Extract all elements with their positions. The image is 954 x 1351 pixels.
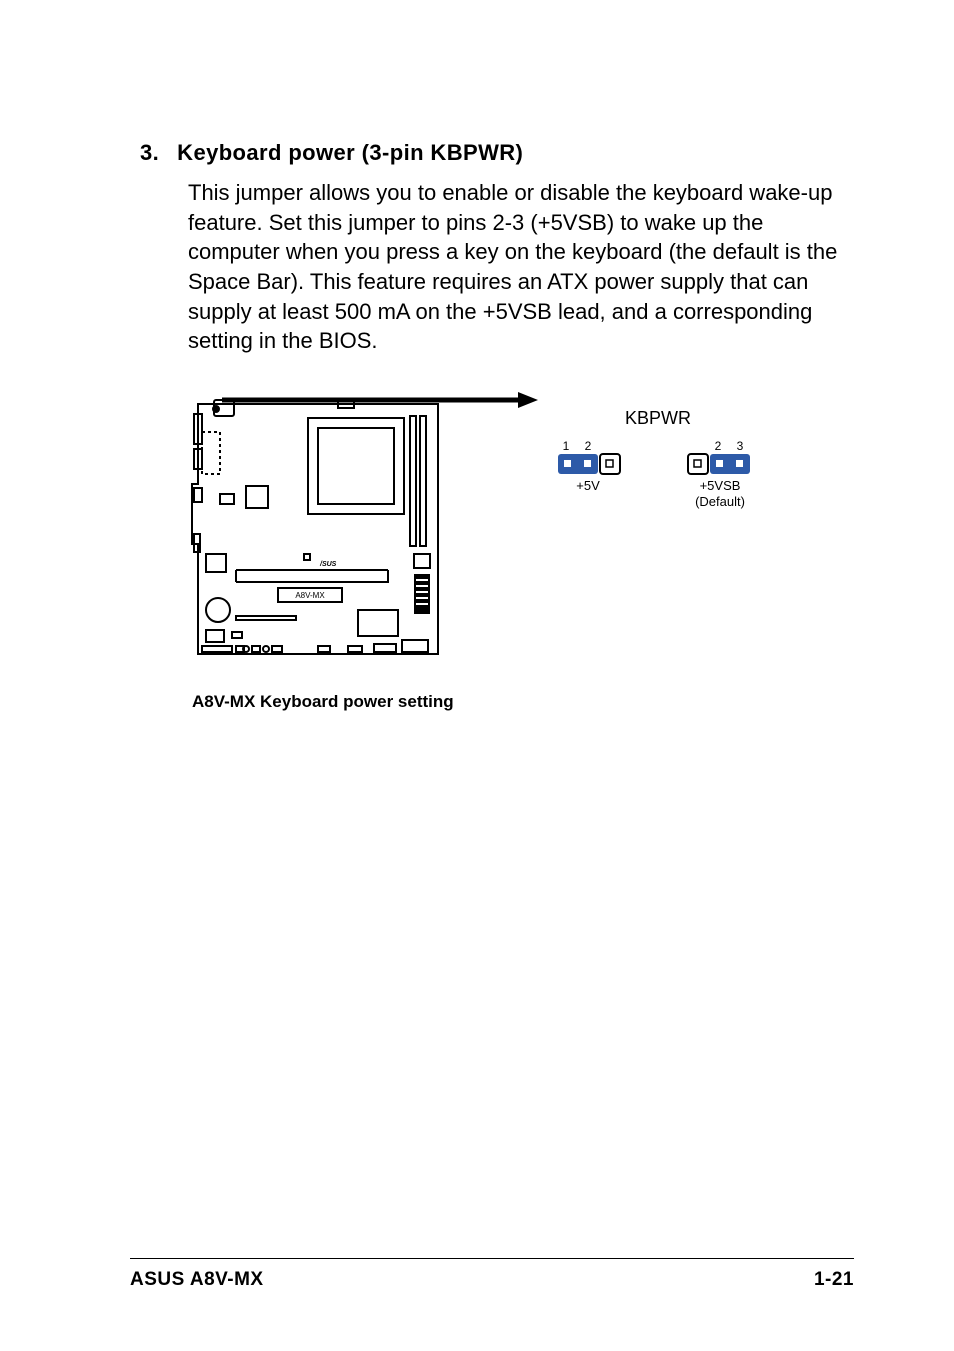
figure: A8V-MX xyxy=(188,386,854,712)
pin-number-3: 3 xyxy=(737,439,744,453)
section-number: 3. xyxy=(140,140,159,166)
option-default-label: (Default) xyxy=(695,494,745,509)
section-body: This jumper allows you to enable or disa… xyxy=(188,178,854,356)
jumper-option-5v: 1 2 +5V xyxy=(558,439,620,493)
section-title: Keyboard power (3-pin KBPWR) xyxy=(177,140,523,166)
jumper-diagram: A8V-MX xyxy=(188,386,808,686)
section-heading: 3. Keyboard power (3-pin KBPWR) xyxy=(140,140,854,166)
motherboard-schematic: A8V-MX xyxy=(192,400,438,654)
figure-caption: A8V-MX Keyboard power setting xyxy=(192,692,854,712)
page-footer: ASUS A8V-MX 1-21 xyxy=(130,1258,854,1291)
option-5v-label: +5V xyxy=(576,478,600,493)
option-5vsb-label: +5VSB xyxy=(700,478,741,493)
jumper-label: KBPWR xyxy=(625,408,691,428)
page: 3. Keyboard power (3-pin KBPWR) This jum… xyxy=(0,0,954,1351)
arrow-icon xyxy=(222,392,538,408)
svg-text:/SUS: /SUS xyxy=(319,561,337,568)
footer-left: ASUS A8V-MX xyxy=(130,1269,264,1291)
pin-number-1: 1 xyxy=(563,439,570,453)
pin-number-2b: 2 xyxy=(715,439,722,453)
pin-number-2: 2 xyxy=(585,439,592,453)
board-name-label: A8V-MX xyxy=(295,591,325,600)
footer-right: 1-21 xyxy=(814,1269,854,1291)
jumper-option-5vsb: 2 3 +5VSB (Default) xyxy=(688,439,750,509)
